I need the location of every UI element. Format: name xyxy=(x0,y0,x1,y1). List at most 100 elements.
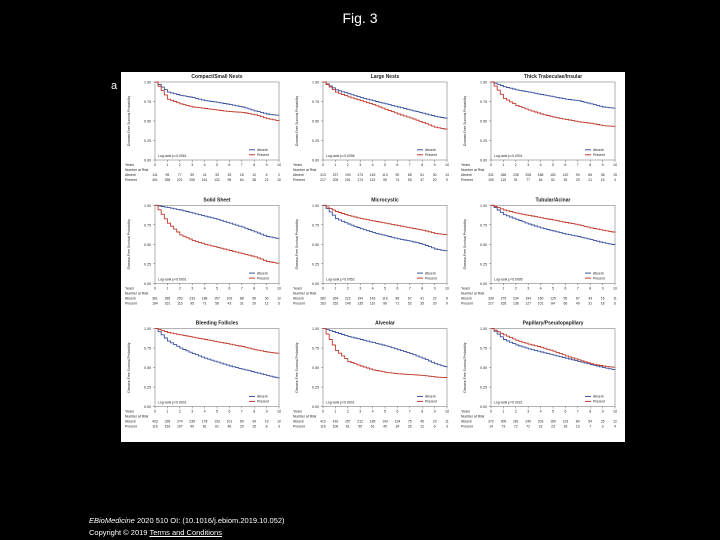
y-tick-label: 0.75 xyxy=(312,100,319,104)
risk-count: 106 xyxy=(333,425,339,429)
x-tick-label: 8 xyxy=(589,410,591,414)
legend-label: Present xyxy=(425,400,437,404)
risk-count: 86 xyxy=(396,296,400,300)
y-tick-label: 0.25 xyxy=(144,262,151,266)
risk-count: 18 xyxy=(601,301,605,305)
risk-table-label: Number at Risk xyxy=(461,415,485,419)
risk-count: 264 xyxy=(333,296,339,300)
x-tick-label: 1 xyxy=(334,163,336,167)
risk-count: 217 xyxy=(488,301,494,305)
x-tick-label: 1 xyxy=(334,286,336,290)
risk-count: 178 xyxy=(202,420,208,424)
risk-count: 75 xyxy=(408,420,412,424)
km-curve-absent xyxy=(155,81,280,116)
x-axis-label: Years xyxy=(461,286,470,290)
x-axis-label: Years xyxy=(293,163,302,167)
y-tick-label: 1.00 xyxy=(144,204,151,208)
risk-count: 101 xyxy=(538,301,544,305)
risk-row-label: Present xyxy=(293,425,305,429)
panel-title: Bleeding Follicles xyxy=(196,321,239,327)
panel-title: Tubular/Acinar xyxy=(536,197,571,203)
x-tick-label: 4 xyxy=(540,163,542,167)
risk-count: 25 xyxy=(228,173,232,177)
risk-count: 31 xyxy=(240,301,244,305)
risk-count: 84 xyxy=(576,420,580,424)
x-tick-label: 1 xyxy=(502,286,504,290)
x-tick-label: 2 xyxy=(515,410,517,414)
risk-count: 37 xyxy=(420,178,424,182)
panel-label: a xyxy=(111,80,118,92)
risk-count: 127 xyxy=(525,301,531,305)
y-tick-label: 0.75 xyxy=(144,223,151,227)
km-curve-present xyxy=(491,328,616,368)
legend-label: Absent xyxy=(425,395,436,399)
risk-count: 22 xyxy=(539,425,543,429)
y-tick-label: 0.25 xyxy=(480,386,487,390)
legend-label: Absent xyxy=(593,395,604,399)
legend-label: Present xyxy=(593,153,605,157)
panel-title: Alveolar xyxy=(375,321,395,327)
panel-title: Compact/Small Nests xyxy=(191,74,242,80)
x-tick-label: 7 xyxy=(241,163,243,167)
panel-title: Solid Sheet xyxy=(203,197,231,203)
y-tick-label: 1.00 xyxy=(480,204,487,208)
y-axis-label: Disease-Free Survival Probability xyxy=(463,96,467,146)
x-tick-label: 9 xyxy=(602,410,604,414)
risk-count: 4 xyxy=(614,425,616,429)
risk-count: 72 xyxy=(526,425,530,429)
risk-count: 115 xyxy=(501,178,507,182)
citation: EBioMedicine 2020 510 OI: (10.1016/j.ebi… xyxy=(89,516,285,525)
risk-count: 10 xyxy=(277,178,281,182)
y-tick-label: 0.25 xyxy=(312,262,319,266)
panel-title: Thick Trabeculae/Insular xyxy=(524,74,582,80)
y-axis-label: Disease-Free Survival Probability xyxy=(463,342,467,392)
risk-count: 115 xyxy=(177,301,183,305)
risk-count: 6 xyxy=(266,173,268,177)
x-tick-label: 6 xyxy=(564,163,566,167)
risk-count: 188 xyxy=(202,296,208,300)
x-tick-label: 6 xyxy=(396,163,398,167)
x-tick-label: 5 xyxy=(384,163,386,167)
x-tick-label: 10 xyxy=(613,410,617,414)
logrank-pvalue: Log-rank p=0.0095 xyxy=(494,277,523,281)
km-curve-absent xyxy=(491,81,616,109)
y-tick-label: 0.00 xyxy=(480,405,487,409)
risk-count: 61 xyxy=(346,425,350,429)
risk-count: 95 xyxy=(383,178,387,182)
x-tick-label: 4 xyxy=(204,410,206,414)
x-tick-label: 10 xyxy=(445,286,449,290)
x-tick-label: 5 xyxy=(216,163,218,167)
risk-table-label: Number at Risk xyxy=(125,415,149,419)
risk-count: 135 xyxy=(357,301,363,305)
risk-count: 6 xyxy=(434,425,436,429)
risk-count: 95 xyxy=(228,178,232,182)
legend-label: Absent xyxy=(425,271,436,275)
risk-table-label: Number at Risk xyxy=(293,168,317,172)
x-tick-label: 1 xyxy=(502,163,504,167)
x-tick-label: 8 xyxy=(253,163,255,167)
y-tick-label: 0.75 xyxy=(480,100,487,104)
risk-count: 331 xyxy=(488,173,494,177)
risk-row-label: Present xyxy=(125,178,137,182)
risk-count: 95 xyxy=(564,296,568,300)
risk-count: 71 xyxy=(396,301,400,305)
y-axis-label: Disease-Free Survival Probability xyxy=(295,342,299,392)
risk-count: 120 xyxy=(563,173,569,177)
risk-count: 2 xyxy=(278,173,280,177)
risk-count: 173 xyxy=(357,173,363,177)
risk-count: 157 xyxy=(214,296,220,300)
y-tick-label: 1.00 xyxy=(144,81,151,85)
x-tick-label: 8 xyxy=(421,163,423,167)
risk-count: 190 xyxy=(488,178,494,182)
risk-count: 132 xyxy=(214,178,220,182)
x-tick-label: 0 xyxy=(154,286,156,290)
risk-count: 52 xyxy=(408,301,412,305)
y-tick-label: 0.25 xyxy=(312,139,319,143)
x-tick-label: 10 xyxy=(277,410,281,414)
y-axis-label: Disease-Free Survival Probability xyxy=(127,219,131,269)
risk-count: 221 xyxy=(177,178,183,182)
x-axis-label: Years xyxy=(125,410,134,414)
y-tick-label: 0.75 xyxy=(144,100,151,104)
x-tick-label: 1 xyxy=(502,410,504,414)
terms-link[interactable]: Terms and Conditions xyxy=(149,528,222,537)
